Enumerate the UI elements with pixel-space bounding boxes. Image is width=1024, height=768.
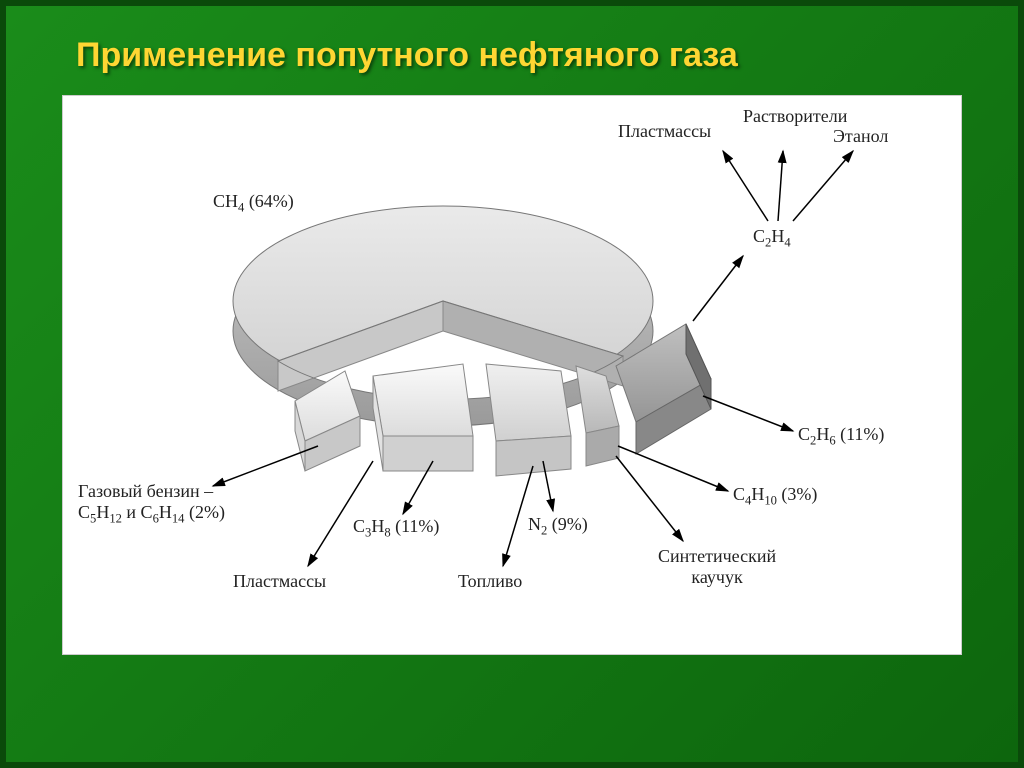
label-fuel: Топливо [458, 571, 522, 592]
slide: Применение попутного нефтяного газа [0, 0, 1024, 768]
label-c4h10: C4H10 (3%) [733, 484, 817, 509]
label-ch4: CH4 (64%) [213, 191, 294, 216]
label-plastics-top: Пластмассы [618, 121, 711, 142]
label-n2: N2 (9%) [528, 514, 588, 539]
label-c3h8: C3H8 (11%) [353, 516, 439, 541]
label-ethanol: Этанол [833, 126, 888, 147]
slide-title: Применение попутного нефтяного газа [76, 36, 978, 75]
label-plastics-bottom: Пластмассы [233, 571, 326, 592]
label-c2h6: C2H6 (11%) [798, 424, 884, 449]
chart-container: CH4 (64%) Пластмассы Растворители Этанол… [62, 95, 962, 655]
label-c2h4: C2H4 [753, 226, 791, 251]
label-rubber: Синтетическийкаучук [658, 546, 776, 588]
label-solvents: Растворители [743, 106, 847, 127]
label-gasoline: Газовый бензин – C5H12 и C6H14 (2%) [78, 481, 225, 527]
